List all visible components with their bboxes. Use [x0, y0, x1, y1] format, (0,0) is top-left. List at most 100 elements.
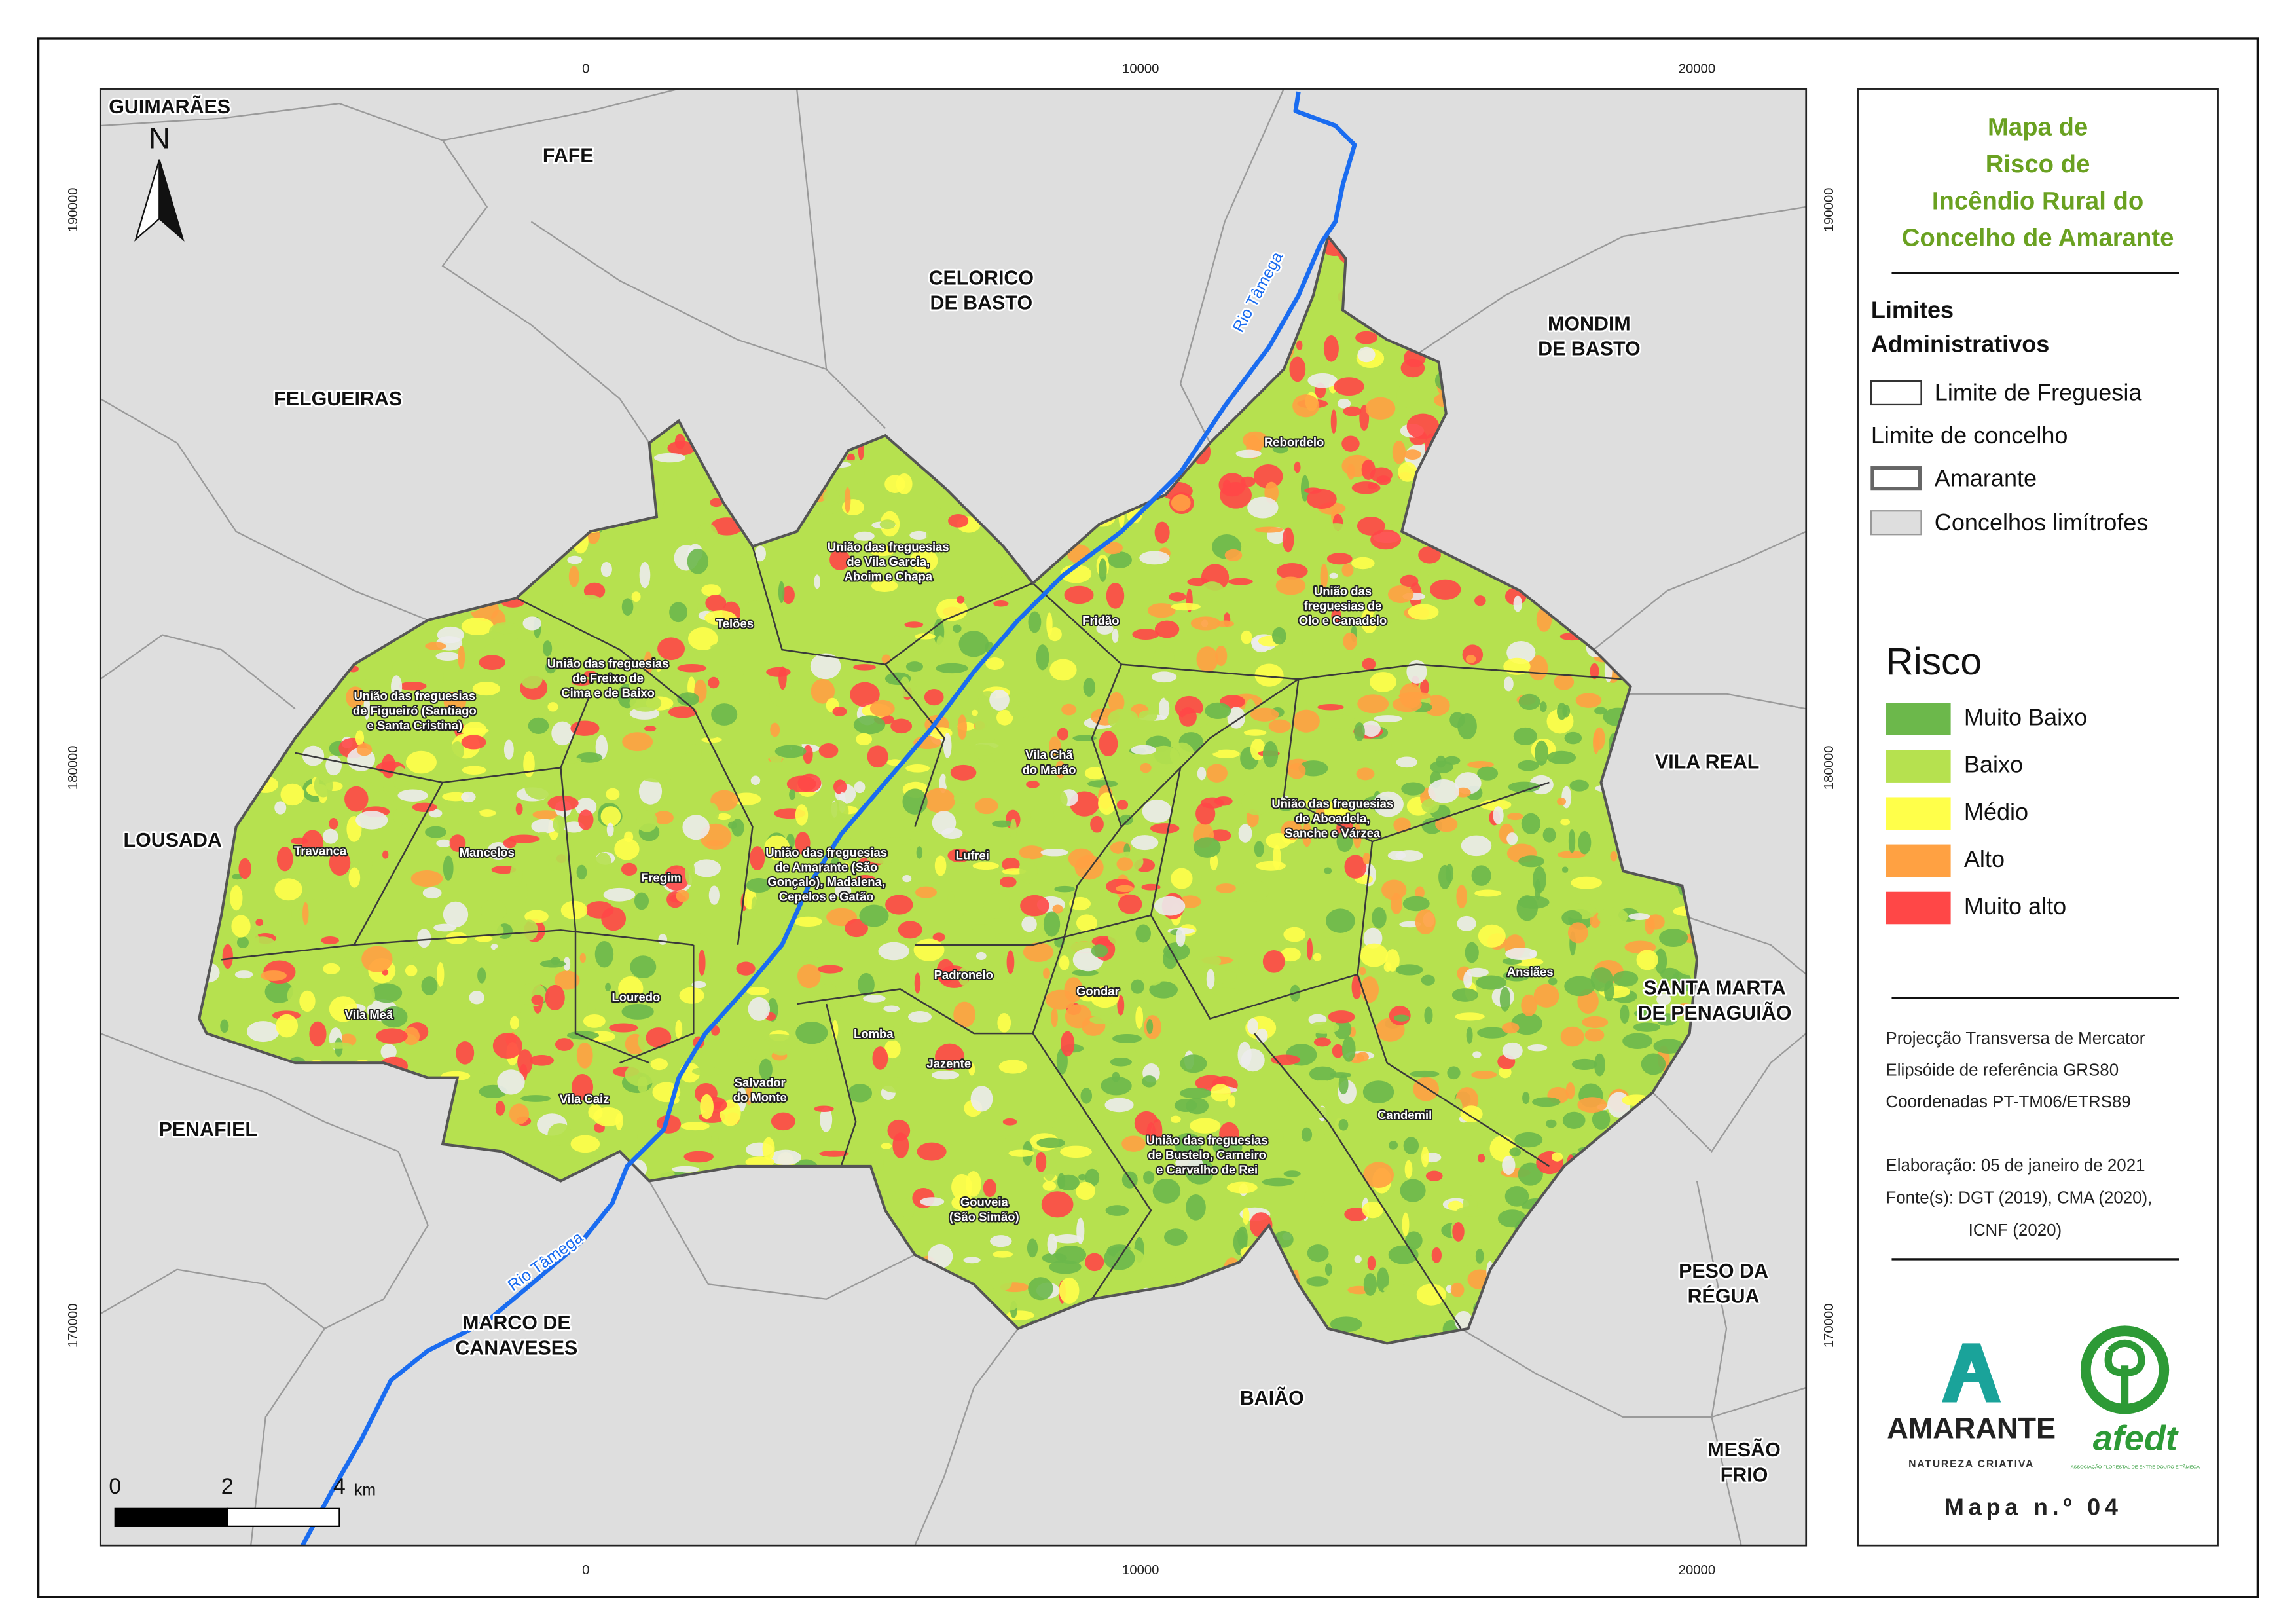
risk-patch [329, 818, 338, 830]
non-fuel-patch [469, 991, 484, 1005]
risk-patch [665, 624, 684, 631]
risk-patch [810, 1048, 828, 1071]
non-fuel-patch [428, 809, 443, 818]
risk-label: Muito Baixo [1964, 704, 2087, 731]
risk-patch [1656, 1013, 1677, 1026]
risk-patch [764, 835, 790, 860]
risk-patch [1372, 907, 1387, 929]
risk-patch [1475, 1248, 1484, 1264]
risk-patch [646, 1027, 672, 1048]
risk-patch [1224, 1016, 1234, 1024]
non-fuel-patch [397, 789, 428, 802]
risk-patch [1321, 801, 1351, 817]
parish-line [884, 582, 1034, 665]
risk-patch [1415, 886, 1425, 899]
risk-patch [797, 773, 822, 793]
parish-label: União das freguesias [1146, 1133, 1268, 1147]
risk-patch [1195, 802, 1216, 825]
risk-patch [1268, 719, 1291, 733]
risk-patch [1455, 1012, 1485, 1021]
risk-patch [1334, 1019, 1352, 1039]
risk-patch [822, 984, 837, 993]
non-fuel-patch [1040, 849, 1068, 857]
parish-label: Gondar [1076, 984, 1120, 998]
risk-patch [1276, 800, 1296, 811]
risk-patch [1518, 693, 1540, 710]
risk-patch [1154, 620, 1180, 638]
risk-patch [1326, 908, 1355, 933]
risk-patch [1400, 1179, 1426, 1202]
risk-patch [1194, 837, 1221, 858]
risk-patch [1277, 1092, 1290, 1116]
risk-patch [1152, 1178, 1181, 1204]
risk-patch [1085, 1168, 1100, 1187]
neighbor-council-label: FRIO [1721, 1464, 1768, 1486]
risk-patch [990, 1173, 1000, 1181]
risk-patch [778, 581, 785, 603]
risk-patch [1195, 954, 1222, 967]
risk-patch [1052, 1115, 1078, 1140]
risk-patch [412, 802, 437, 812]
risk-patch [823, 489, 840, 506]
risk-patch [1262, 1177, 1294, 1187]
risk-patch [1431, 1247, 1442, 1263]
risk-patch [1147, 583, 1168, 591]
boundary-line [1416, 206, 1806, 356]
risk-patch [1416, 1283, 1446, 1306]
risk-patch [1456, 885, 1468, 908]
risk-patch [1242, 1207, 1250, 1225]
risk-patch [1226, 1181, 1258, 1194]
legend-item: Limite de Freguesia [1935, 379, 2143, 406]
risk-patch [1659, 929, 1688, 948]
risk-patch [1250, 707, 1279, 722]
risk-patch [1562, 705, 1571, 718]
risk-patch [969, 924, 994, 931]
risk-patch [936, 599, 968, 621]
swatch-amarante [1870, 466, 1922, 491]
non-fuel-patch [1247, 496, 1279, 519]
risk-patch [1041, 1191, 1074, 1218]
risk-patch [572, 678, 592, 686]
y-coordinate-label: 170000 [1822, 1304, 1836, 1348]
non-fuel-patch [682, 815, 710, 840]
risk-patch [1330, 409, 1337, 434]
parish-line [796, 988, 1033, 1035]
risk-patch [625, 1063, 657, 1086]
parish-label: Olo e Canadelo [1299, 614, 1387, 627]
non-fuel-patch [820, 1107, 833, 1132]
risk-patch [1444, 756, 1461, 765]
risk-patch [1149, 981, 1178, 999]
risk-patch [594, 852, 612, 875]
risk-patch [276, 1014, 299, 1038]
risk-patch [1453, 1120, 1478, 1129]
risk-patch [844, 487, 851, 513]
risk-patch [867, 852, 898, 864]
risk-patch [1043, 967, 1050, 979]
risk-patch [1478, 1153, 1485, 1163]
risk-patch [1135, 1006, 1144, 1029]
risk-patch [1036, 644, 1049, 671]
non-fuel-patch [1506, 832, 1518, 845]
risk-patch [676, 460, 701, 484]
non-fuel-patch [1493, 806, 1504, 824]
scale-unit: km [354, 1481, 376, 1499]
parish-label: União das freguesias [1271, 797, 1393, 811]
risk-patch [751, 896, 757, 917]
non-fuel-patch [1656, 993, 1671, 1006]
boundary-line [1696, 1181, 1742, 1546]
risk-patch [795, 832, 811, 855]
risk-patch [1489, 1135, 1516, 1162]
risk-patch [382, 850, 389, 859]
risk-patch [499, 673, 516, 688]
risk-patch [913, 746, 931, 769]
boundary-line [100, 1033, 429, 1546]
risk-patch [953, 910, 964, 919]
risk-patch [1268, 1129, 1285, 1143]
risk-patch [348, 867, 361, 888]
risk-patch [1582, 1016, 1609, 1028]
risk-patch [1045, 989, 1076, 1010]
risk-swatch [1886, 844, 1951, 877]
risk-patch [1026, 780, 1040, 788]
risk-patch [847, 453, 855, 462]
risk-patch [700, 1094, 714, 1120]
